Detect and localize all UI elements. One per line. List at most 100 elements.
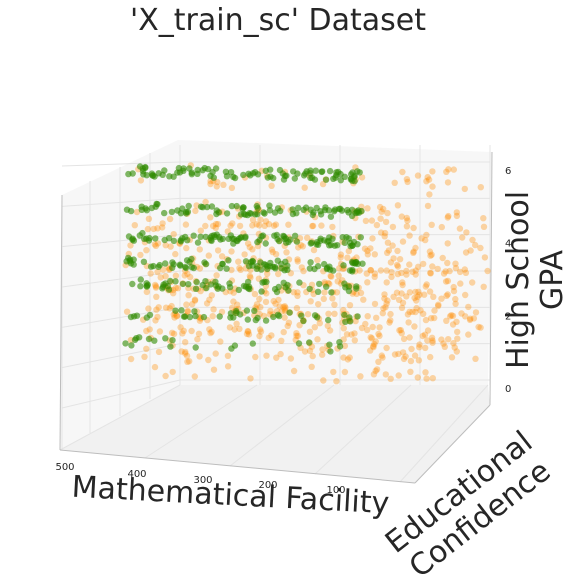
data-point	[275, 312, 283, 320]
data-point	[360, 296, 367, 303]
data-point	[442, 278, 450, 285]
data-point	[149, 172, 157, 179]
data-point	[151, 363, 159, 371]
data-point	[322, 176, 330, 183]
data-point	[179, 280, 187, 288]
data-point	[454, 328, 461, 336]
data-point	[166, 305, 173, 312]
data-point	[394, 270, 401, 278]
data-point	[260, 209, 267, 216]
data-point	[426, 248, 434, 255]
data-point	[228, 184, 236, 192]
data-point	[162, 335, 169, 342]
data-point	[362, 320, 369, 328]
data-point	[241, 251, 248, 258]
data-point	[252, 353, 259, 361]
data-point	[367, 245, 374, 252]
data-point	[174, 207, 181, 214]
data-point	[216, 313, 223, 320]
data-point	[253, 301, 261, 308]
data-point	[396, 256, 404, 263]
data-point	[178, 307, 185, 314]
data-point	[381, 229, 389, 237]
data-point	[284, 281, 291, 289]
data-point	[234, 301, 241, 308]
data-point	[155, 348, 163, 356]
data-point	[247, 375, 254, 382]
grid-line-z	[61, 379, 181, 409]
data-point	[151, 241, 158, 248]
data-point	[387, 310, 394, 318]
data-point	[387, 317, 394, 324]
data-point	[424, 337, 431, 344]
data-point	[185, 281, 192, 288]
data-point	[184, 358, 191, 365]
data-point	[345, 247, 352, 255]
data-point	[371, 340, 378, 348]
data-point	[400, 355, 408, 363]
data-point	[272, 251, 280, 258]
data-point	[235, 286, 242, 294]
data-point	[208, 292, 215, 299]
data-point	[207, 214, 214, 221]
data-point	[270, 313, 277, 321]
data-point	[150, 262, 157, 270]
data-point	[472, 309, 480, 316]
data-point	[271, 263, 279, 271]
data-point	[258, 288, 265, 295]
data-point	[405, 319, 412, 326]
data-point	[371, 251, 378, 258]
data-point	[256, 326, 264, 333]
data-point	[281, 233, 288, 240]
data-point	[444, 291, 451, 298]
data-point	[245, 263, 253, 270]
data-point	[430, 293, 437, 300]
data-point	[170, 290, 177, 297]
data-point	[326, 327, 334, 334]
data-point	[180, 167, 187, 174]
data-point	[253, 221, 260, 228]
data-point	[136, 163, 144, 170]
data-point	[295, 204, 302, 212]
data-point	[429, 183, 436, 190]
data-point	[353, 285, 360, 292]
data-point	[414, 293, 421, 300]
data-point	[404, 311, 412, 318]
y-axis-edge	[414, 404, 491, 484]
data-point	[200, 313, 208, 321]
data-point	[467, 315, 474, 322]
data-point	[398, 304, 406, 311]
data-point	[382, 371, 389, 378]
data-point	[309, 352, 316, 360]
data-point	[331, 301, 338, 308]
data-point	[286, 309, 293, 316]
data-point	[171, 314, 178, 321]
data-point	[272, 300, 279, 307]
data-point	[227, 310, 235, 317]
data-point	[410, 224, 417, 232]
data-point	[249, 216, 257, 223]
data-point	[469, 236, 476, 244]
data-point	[166, 215, 174, 223]
data-point	[325, 316, 332, 324]
chart-title: 'X_train_sc' Dataset	[130, 3, 426, 38]
data-point	[453, 209, 460, 216]
data-point	[373, 221, 381, 229]
data-point	[357, 289, 365, 297]
data-point	[184, 307, 191, 315]
data-point	[378, 352, 385, 359]
data-point	[242, 258, 250, 265]
data-point	[408, 345, 415, 353]
data-point	[246, 272, 254, 280]
data-point	[245, 331, 253, 338]
data-point	[456, 225, 464, 232]
data-point	[423, 178, 430, 185]
data-point	[343, 331, 351, 338]
data-point	[382, 218, 390, 226]
data-point	[453, 212, 461, 220]
data-point	[273, 231, 280, 239]
data-point	[261, 261, 268, 268]
data-point	[306, 285, 313, 293]
data-point	[177, 324, 184, 331]
data-point	[208, 203, 216, 210]
